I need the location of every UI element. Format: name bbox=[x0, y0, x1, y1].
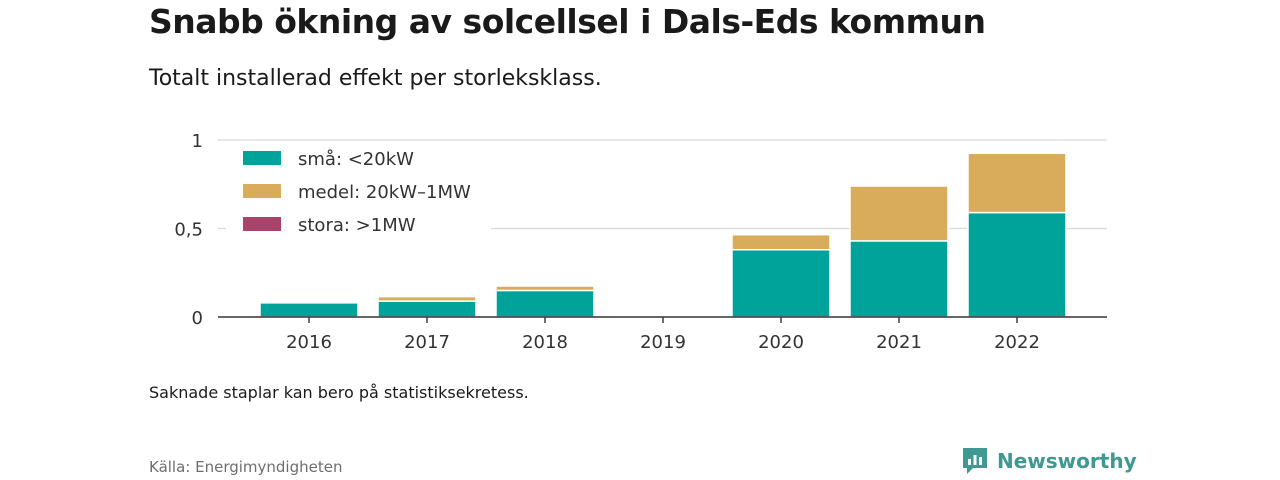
chart-subtitle: Totalt installerad effekt per storlekskl… bbox=[149, 66, 602, 91]
legend-swatch bbox=[243, 217, 281, 231]
y-axis-ticks: 00,51 bbox=[174, 131, 203, 329]
y-tick-label: 0,5 bbox=[174, 220, 203, 241]
bar-2020-series-0 bbox=[731, 248, 831, 318]
bar-2017-series-0 bbox=[377, 300, 477, 318]
chart-title: Snabb ökning av solcellsel i Dals-Eds ko… bbox=[149, 2, 986, 41]
x-axis-ticks: 2016 2017 2018 2019 2020 2021 2022 bbox=[286, 317, 1040, 353]
bar-2018-series-1 bbox=[495, 285, 595, 292]
legend: små: <20kW medel: 20kW–1MW stora: >1MW bbox=[226, 143, 491, 238]
bar-2016-series-0 bbox=[259, 302, 359, 318]
x-tick-label: 2016 bbox=[286, 332, 332, 353]
newsworthy-logo-icon bbox=[963, 448, 987, 474]
legend-label: små: <20kW bbox=[298, 149, 414, 170]
x-tick-label: 2022 bbox=[994, 332, 1040, 353]
legend-label: medel: 20kW–1MW bbox=[298, 182, 471, 203]
brand-logo[interactable]: Newsworthy bbox=[961, 446, 1137, 476]
source-text: Källa: Energimyndigheten bbox=[149, 458, 343, 476]
bar-2021-series-1 bbox=[849, 185, 949, 242]
bar-2022-series-1 bbox=[967, 152, 1067, 214]
x-tick-label: 2021 bbox=[876, 332, 922, 353]
bar-2017-series-1 bbox=[377, 295, 477, 302]
bar-2018-series-0 bbox=[495, 289, 595, 318]
legend-swatch bbox=[243, 184, 281, 198]
bar-2020-series-1 bbox=[731, 233, 831, 251]
legend-label: stora: >1MW bbox=[298, 215, 416, 236]
x-tick-label: 2018 bbox=[522, 332, 568, 353]
y-tick-label: 1 bbox=[192, 131, 203, 152]
x-tick-label: 2020 bbox=[758, 332, 804, 353]
x-tick-label: 2019 bbox=[640, 332, 686, 353]
legend-swatch bbox=[243, 151, 281, 165]
y-tick-label: 0 bbox=[192, 308, 203, 329]
x-tick-label: 2017 bbox=[404, 332, 450, 353]
bar-2021-series-0 bbox=[849, 240, 949, 318]
chart-note: Saknade staplar kan bero på statistiksek… bbox=[149, 383, 529, 402]
brand-name: Newsworthy bbox=[997, 449, 1137, 473]
bar-2022-series-0 bbox=[967, 211, 1067, 318]
